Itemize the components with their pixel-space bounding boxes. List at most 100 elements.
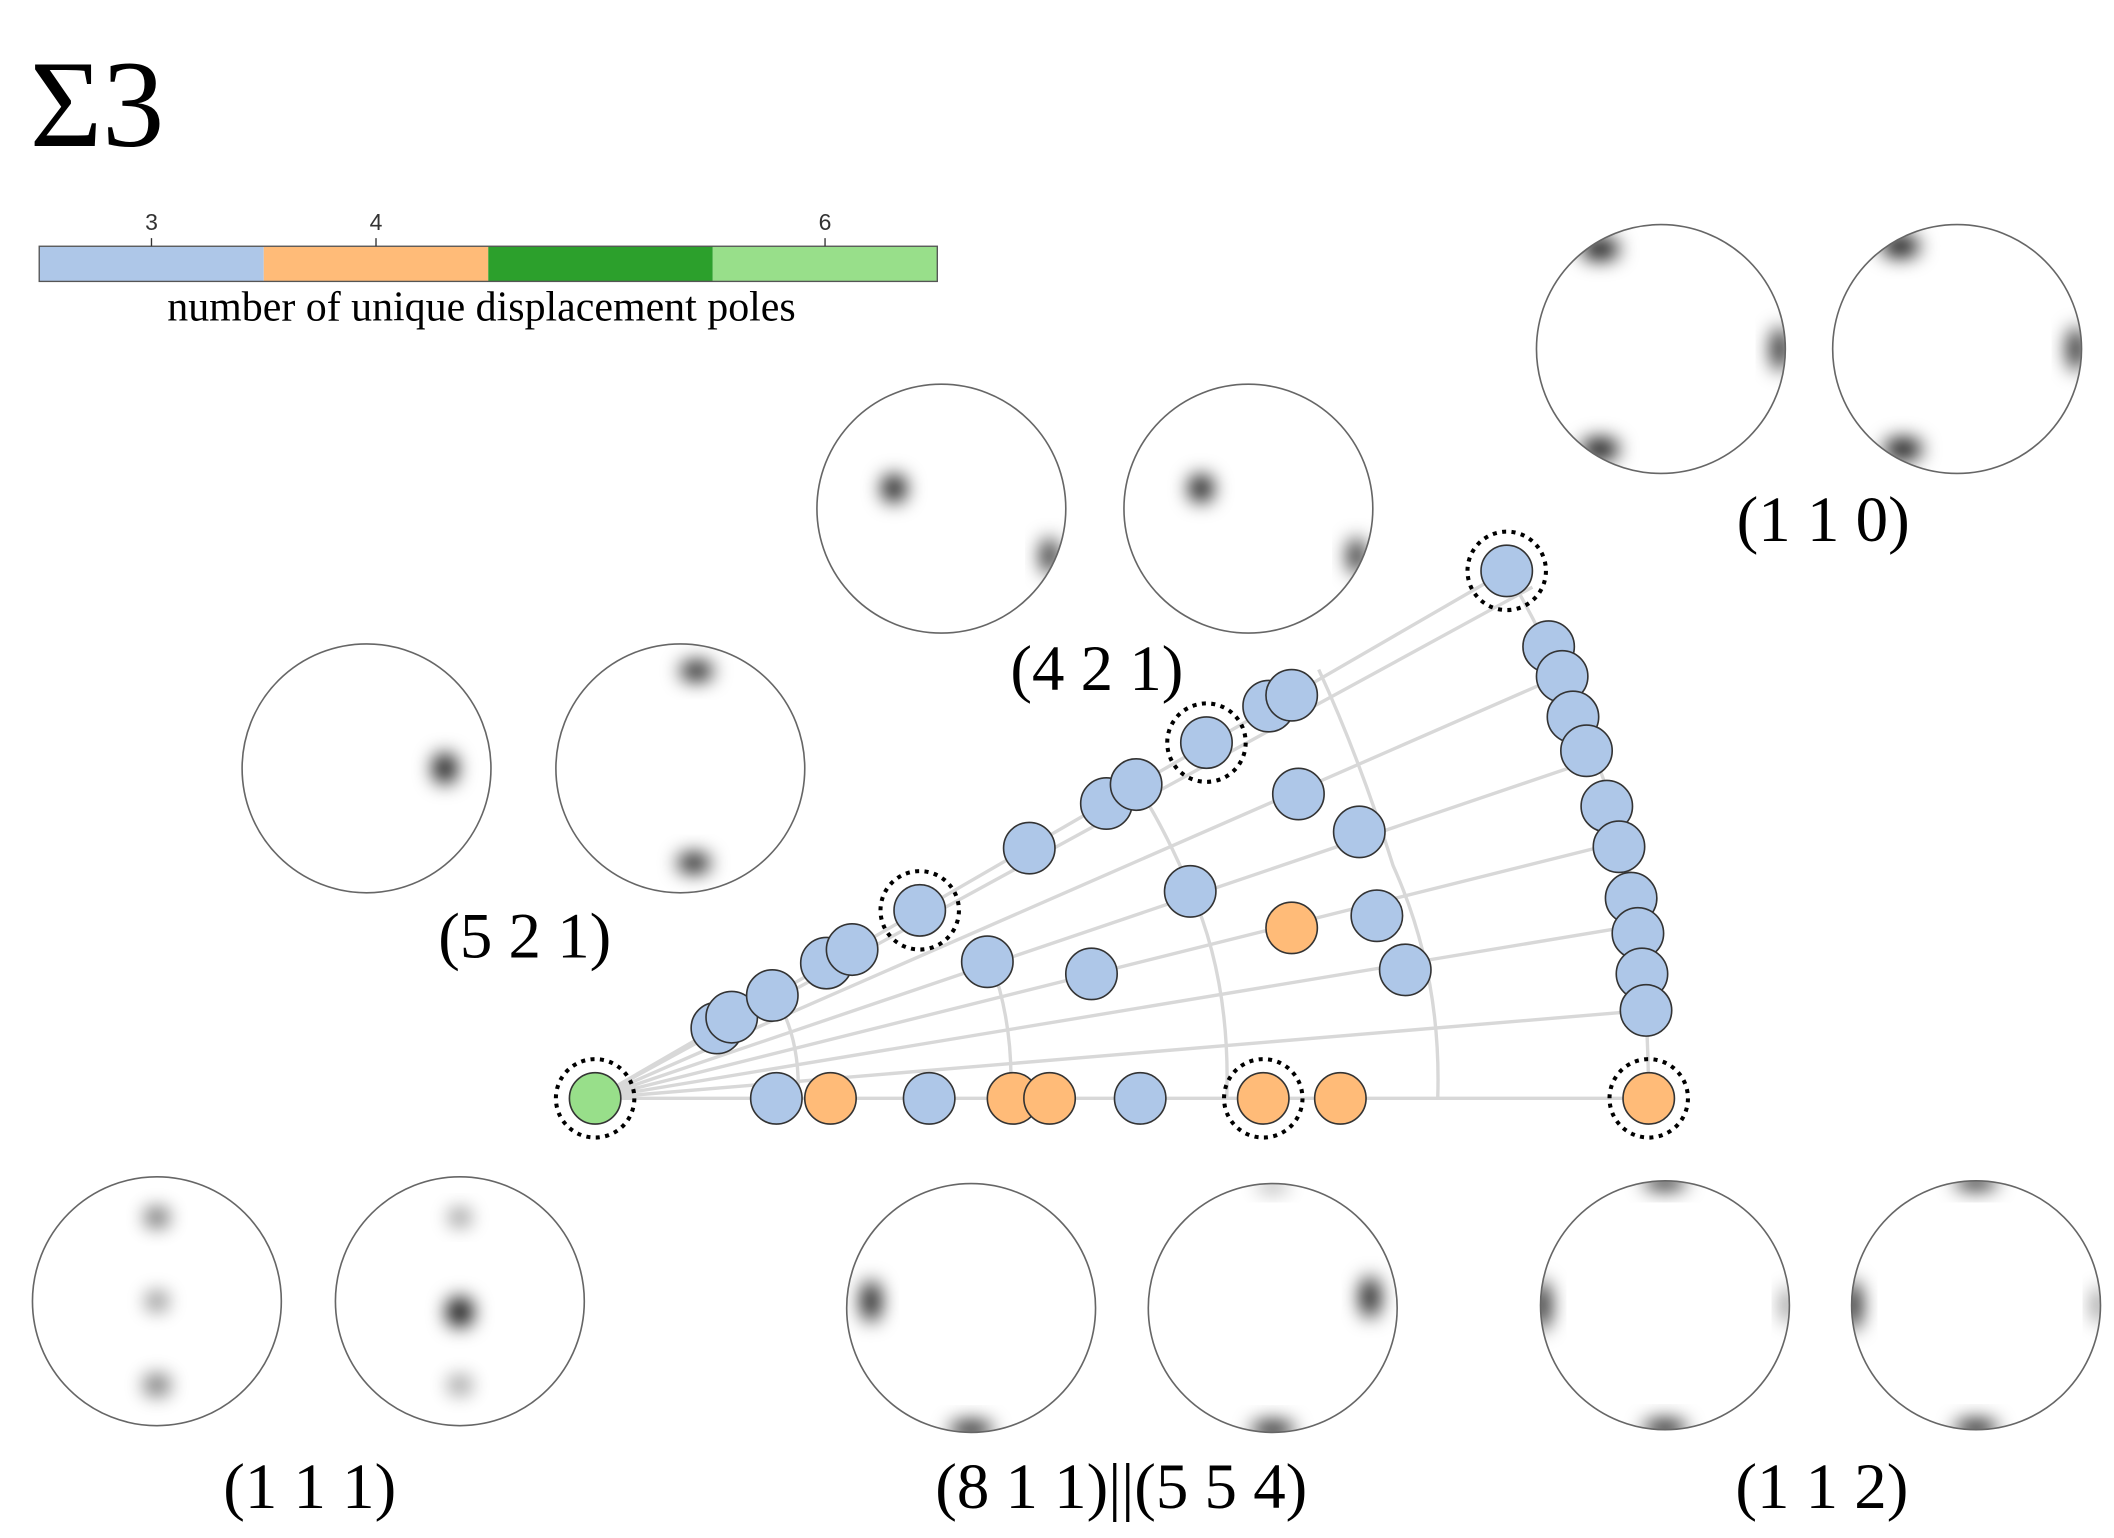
pole-figure: [1832, 224, 2082, 474]
pole-spot: [1251, 1421, 1295, 1433]
point: [1622, 1071, 1676, 1125]
pole-figure-outline: [1539, 1180, 1791, 1431]
pole-spot: [1041, 538, 1058, 574]
pole-spot: [1851, 1280, 1862, 1330]
pole-figure-outline: [555, 643, 806, 894]
pole-spot: [1188, 474, 1214, 502]
pole-figure: [1851, 1180, 2101, 1430]
pole-spot: [881, 474, 907, 502]
point: [1592, 820, 1646, 874]
pole-figure: [1123, 384, 1373, 634]
pole-spot: [677, 853, 711, 873]
colorbar-segment: [39, 246, 264, 282]
point: [1109, 758, 1163, 812]
pole-spot: [447, 1375, 473, 1395]
pole-figure: [555, 643, 805, 893]
point: [1313, 1071, 1367, 1125]
point: [1002, 821, 1056, 875]
colorbar-segment: [263, 246, 489, 282]
pole-figure-bg: [1832, 224, 2082, 474]
pole-figure-bg: [1123, 384, 1373, 634]
pole-figure-outline: [1147, 1182, 1398, 1434]
highlight-ring: [1222, 1057, 1305, 1140]
pole-spot: [1540, 1280, 1550, 1330]
pole-figure-outline: [31, 1175, 283, 1427]
colorbar-segment: [712, 246, 938, 282]
colorbar-tick-label: 6: [819, 209, 832, 235]
pole-spot: [144, 1207, 170, 1227]
pole-spot: [1771, 327, 1786, 371]
title: Σ3: [30, 35, 165, 173]
point: [893, 883, 947, 937]
colorbar-segment: [488, 246, 713, 282]
pole-spot: [449, 1209, 471, 1226]
pole-figure-bg: [242, 643, 491, 893]
pole-spot: [1954, 1420, 1998, 1430]
pole-spot: [1643, 1420, 1687, 1430]
highlight-ring: [1607, 1057, 1690, 1140]
point: [1163, 864, 1217, 918]
pole-spot: [2068, 327, 2082, 371]
point: [1619, 983, 1673, 1037]
pole-spot: [1256, 1183, 1289, 1192]
pole-spot: [1782, 1286, 1790, 1325]
pole-figure: [1540, 1180, 1790, 1430]
pole-figure: [242, 643, 491, 893]
colorbar-tick-label: 3: [145, 209, 158, 235]
pole-figure-outline: [1831, 223, 2083, 475]
point: [1265, 668, 1319, 722]
pole-spot: [1360, 1276, 1380, 1318]
pole-figure-bg: [1540, 1180, 1790, 1430]
pole-figure-label: (1 1 1): [223, 1451, 396, 1523]
pole-spot: [446, 1297, 474, 1327]
pole-spot: [1348, 538, 1365, 574]
point: [1064, 947, 1118, 1001]
pole-spot: [432, 753, 458, 784]
pole-figure-bg: [555, 643, 805, 893]
pole-figure: [816, 384, 1066, 634]
pole-figure-bg: [1851, 1180, 2101, 1430]
highlight-ring: [553, 1057, 637, 1140]
point: [960, 935, 1014, 989]
pole-spot: [1884, 438, 1922, 460]
colorbar-label: number of unique displacement poles: [167, 285, 795, 331]
pole-spot: [143, 1374, 171, 1396]
pole-spot: [2093, 1286, 2101, 1325]
pole-figure-outline: [816, 383, 1067, 634]
pole-spot: [1954, 1180, 1998, 1189]
pole-spot: [861, 1280, 881, 1322]
point: [745, 969, 799, 1023]
point: [1350, 889, 1404, 943]
highlight-ring: [878, 869, 961, 952]
pole-figure-outline: [1535, 223, 1787, 475]
pole-figure: [1148, 1183, 1398, 1433]
pole-figure: [846, 1183, 1096, 1433]
pole-figure-label: (4 2 1): [1010, 633, 1183, 705]
pole-figure-label: (5 2 1): [438, 901, 611, 973]
point: [803, 1071, 857, 1125]
point: [1265, 901, 1319, 955]
point: [1332, 805, 1386, 859]
point: [902, 1071, 956, 1125]
pole-figure-label: (1 1 0): [1737, 484, 1910, 556]
pole-spot: [949, 1421, 993, 1433]
pole-figure-label: (8 1 1)||(5 5 4): [935, 1451, 1307, 1523]
highlight-ring: [1165, 701, 1248, 784]
pole-figure-bg: [846, 1183, 1096, 1433]
pole-figure-bg: [816, 384, 1066, 634]
point: [1560, 724, 1614, 778]
point: [1023, 1071, 1077, 1125]
point: [1271, 767, 1325, 821]
pole-figure: [1536, 224, 1786, 474]
pole-figure: [32, 1176, 282, 1426]
point: [1113, 1071, 1167, 1125]
pole-figure-outline: [1850, 1180, 2102, 1431]
pole-figure-bg: [1536, 224, 1786, 474]
pole-figure-label: (1 1 2): [1735, 1451, 1908, 1523]
colorbar-frame: [38, 245, 938, 283]
pole-figure-outline: [1123, 383, 1374, 634]
pole-figure: [335, 1176, 585, 1426]
point: [1236, 1071, 1290, 1125]
